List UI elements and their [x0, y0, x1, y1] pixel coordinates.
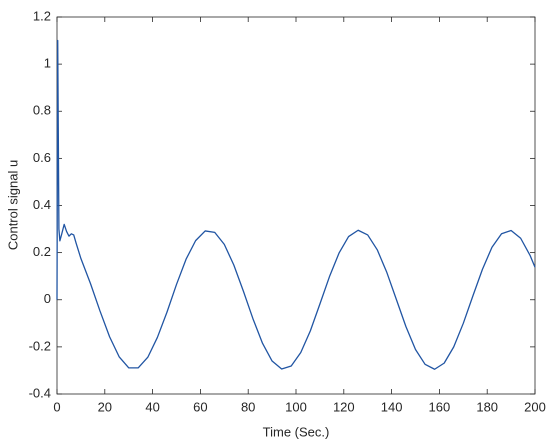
- x-tick-label: 200: [524, 399, 546, 414]
- y-tick-label: 1: [44, 56, 51, 71]
- x-tick-label: 100: [285, 399, 307, 414]
- x-tick-label: 60: [193, 399, 207, 414]
- x-tick-label: 180: [476, 399, 498, 414]
- x-tick-label: 20: [98, 399, 112, 414]
- x-tick-label: 160: [429, 399, 451, 414]
- y-tick-label: 0.6: [33, 150, 51, 165]
- y-tick-label: -0.2: [29, 338, 51, 353]
- y-tick-label: 0.8: [33, 103, 51, 118]
- x-tick-label: 40: [145, 399, 159, 414]
- y-tick-label: 0.2: [33, 244, 51, 259]
- y-tick-label: 0: [44, 291, 51, 306]
- x-tick-label: 140: [381, 399, 403, 414]
- x-tick-label: 80: [241, 399, 255, 414]
- plot-frame: [56, 16, 536, 395]
- y-axis-label: Control signal u: [5, 160, 20, 250]
- y-tick-label: -0.4: [29, 385, 51, 400]
- y-tick-label: 1.2: [33, 8, 51, 23]
- x-tick-label: 120: [333, 399, 355, 414]
- data-line: [56, 39, 536, 370]
- x-tick-label: 0: [53, 399, 60, 414]
- y-tick-label: 0.4: [33, 197, 51, 212]
- x-axis-label: Time (Sec.): [263, 424, 330, 439]
